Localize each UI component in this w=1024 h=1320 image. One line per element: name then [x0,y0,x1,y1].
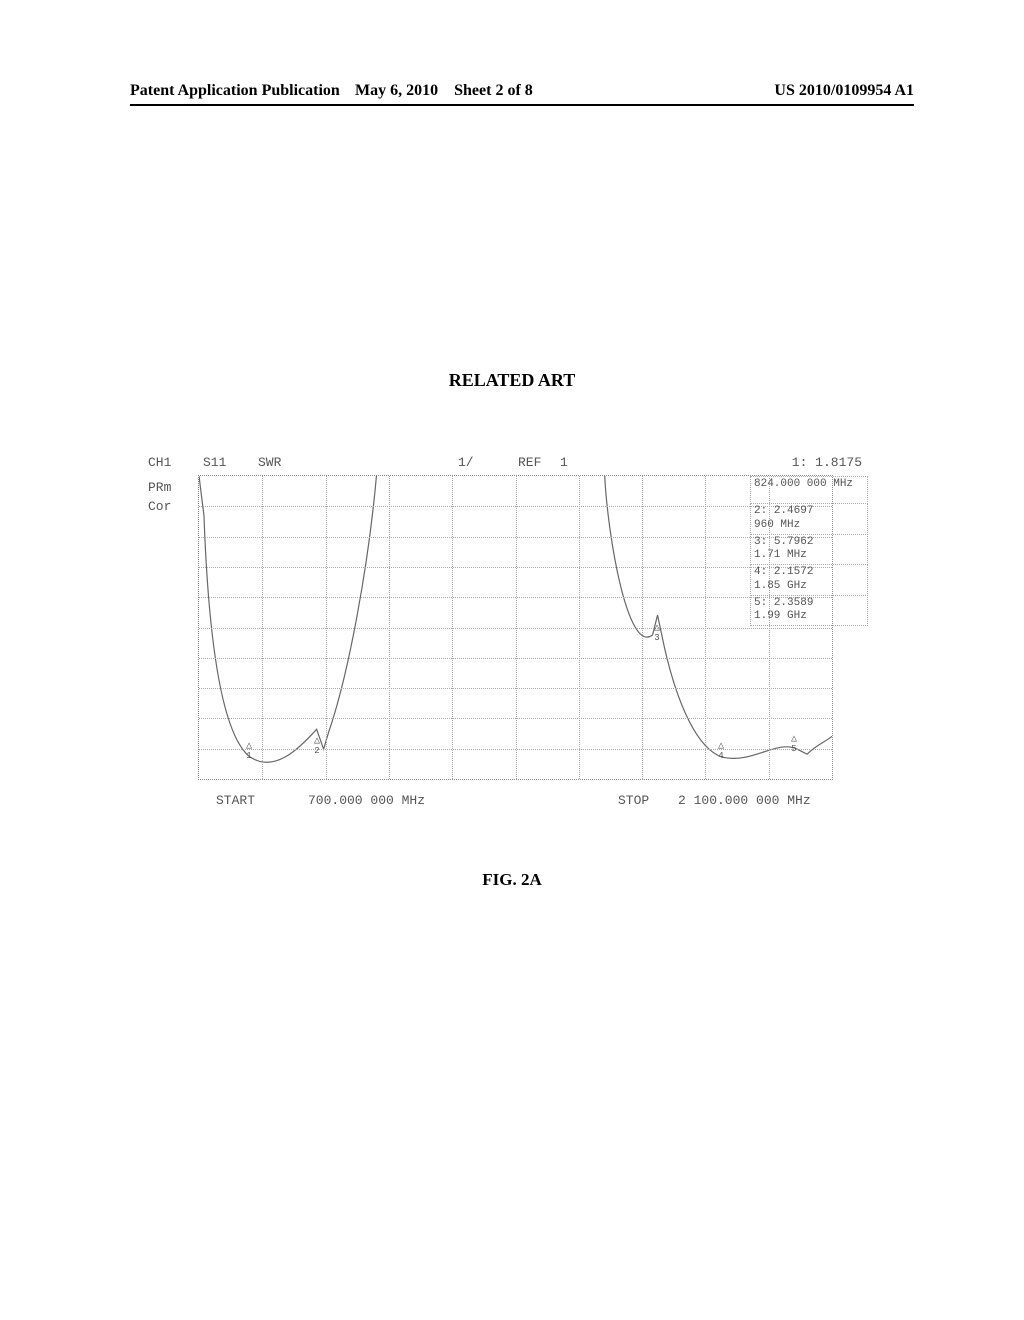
grid-h [199,506,832,507]
date-label: May 6, 2010 [355,82,438,99]
marker1-freq: 824.000 000 MHz [754,478,864,492]
header-date-sheet: May 6, 2010 Sheet 2 of 8 [355,82,533,100]
stop-value: 2 100.000 000 MHz [678,793,811,808]
marker-triangle: △1 [242,742,256,761]
related-art-title: RELATED ART [0,370,1024,391]
marker-triangle: △4 [714,742,728,761]
marker-row: 4: 2.1572 1.85 GHz [750,564,868,596]
prm-label: PRm [148,480,171,495]
marker-triangle: △5 [787,735,801,754]
start-label: START [216,793,255,808]
channel-label: CH1 [148,455,171,470]
grid-h [199,597,832,598]
format-label: SWR [258,455,281,470]
marker1-display: 1: 1.8175 [792,455,862,470]
marker-row: 2: 2.4697 960 MHz [750,503,868,535]
grid-h [199,688,832,689]
sheet-label: Sheet 2 of 8 [454,82,533,99]
pub-number: US 2010/0109954 A1 [774,82,914,100]
marker-row: 5: 2.3589 1.99 GHz [750,595,868,627]
scale-label: 1/ [458,455,474,470]
marker-triangle: △2 [310,737,324,756]
start-value: 700.000 000 MHz [308,793,425,808]
marker-row: 3: 5.7962 1.71 MHz [750,534,868,566]
ref-value: 1 [560,455,568,470]
chart-plot-area: △1 △2 △3 △4 △5 [198,475,833,780]
grid-h [199,749,832,750]
grid-h [199,567,832,568]
header-rule [130,104,914,106]
cor-label: Cor [148,499,171,514]
side-labels: PRm Cor [148,480,171,514]
grid-h [199,537,832,538]
marker-labels-panel: 824.000 000 MHz 2: 2.4697 960 MHz 3: 5.7… [750,476,868,625]
stop-label: STOP [618,793,649,808]
figure-label: FIG. 2A [0,870,1024,890]
param-label: S11 [203,455,226,470]
grid-h [199,718,832,719]
grid-h [199,628,832,629]
publication-label: Patent Application Publication [130,82,340,100]
marker1-freq-row: 824.000 000 MHz [750,476,868,504]
swr-chart: CH1 S11 SWR 1/ REF 1 1: 1.8175 PRm Cor △… [148,455,868,825]
grid-h [199,658,832,659]
ref-label: REF [518,455,541,470]
marker-triangle: △3 [650,624,664,643]
